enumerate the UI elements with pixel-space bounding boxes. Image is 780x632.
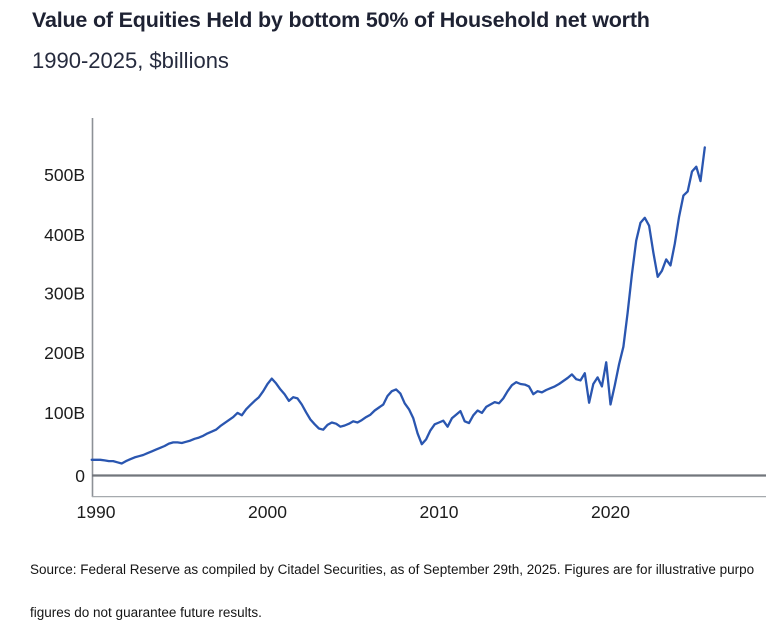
x-axis-tick-labels: 1990 2000 2010 2020 — [77, 502, 631, 522]
y-tick-0: 0 — [75, 466, 85, 486]
x-tick-1990: 1990 — [77, 502, 116, 522]
y-axis-tick-labels: 0 100B 200B 300B 400B 500B — [44, 165, 85, 486]
x-tick-2010: 2010 — [420, 502, 459, 522]
y-tick-400b: 400B — [44, 225, 85, 245]
y-tick-100b: 100B — [44, 403, 85, 423]
page-subtitle: 1990-2025, $billions — [32, 48, 229, 73]
x-tick-2020: 2020 — [591, 502, 630, 522]
y-tick-300b: 300B — [44, 284, 85, 304]
y-tick-200b: 200B — [44, 343, 85, 363]
x-tick-2000: 2000 — [248, 502, 287, 522]
y-tick-500b: 500B — [44, 165, 85, 185]
page-title: Value of Equities Held by bottom 50% of … — [32, 8, 650, 32]
source-note-line-2: figures do not guarantee future results. — [30, 605, 262, 620]
equities-line-chart: 0 100B 200B 300B 400B 500B 1990 2000 201… — [44, 118, 766, 522]
source-note-line-1: Source: Federal Reserve as compiled by C… — [30, 562, 755, 577]
source-note: Source: Federal Reserve as compiled by C… — [30, 562, 780, 620]
equities-data-line — [90, 146, 706, 465]
